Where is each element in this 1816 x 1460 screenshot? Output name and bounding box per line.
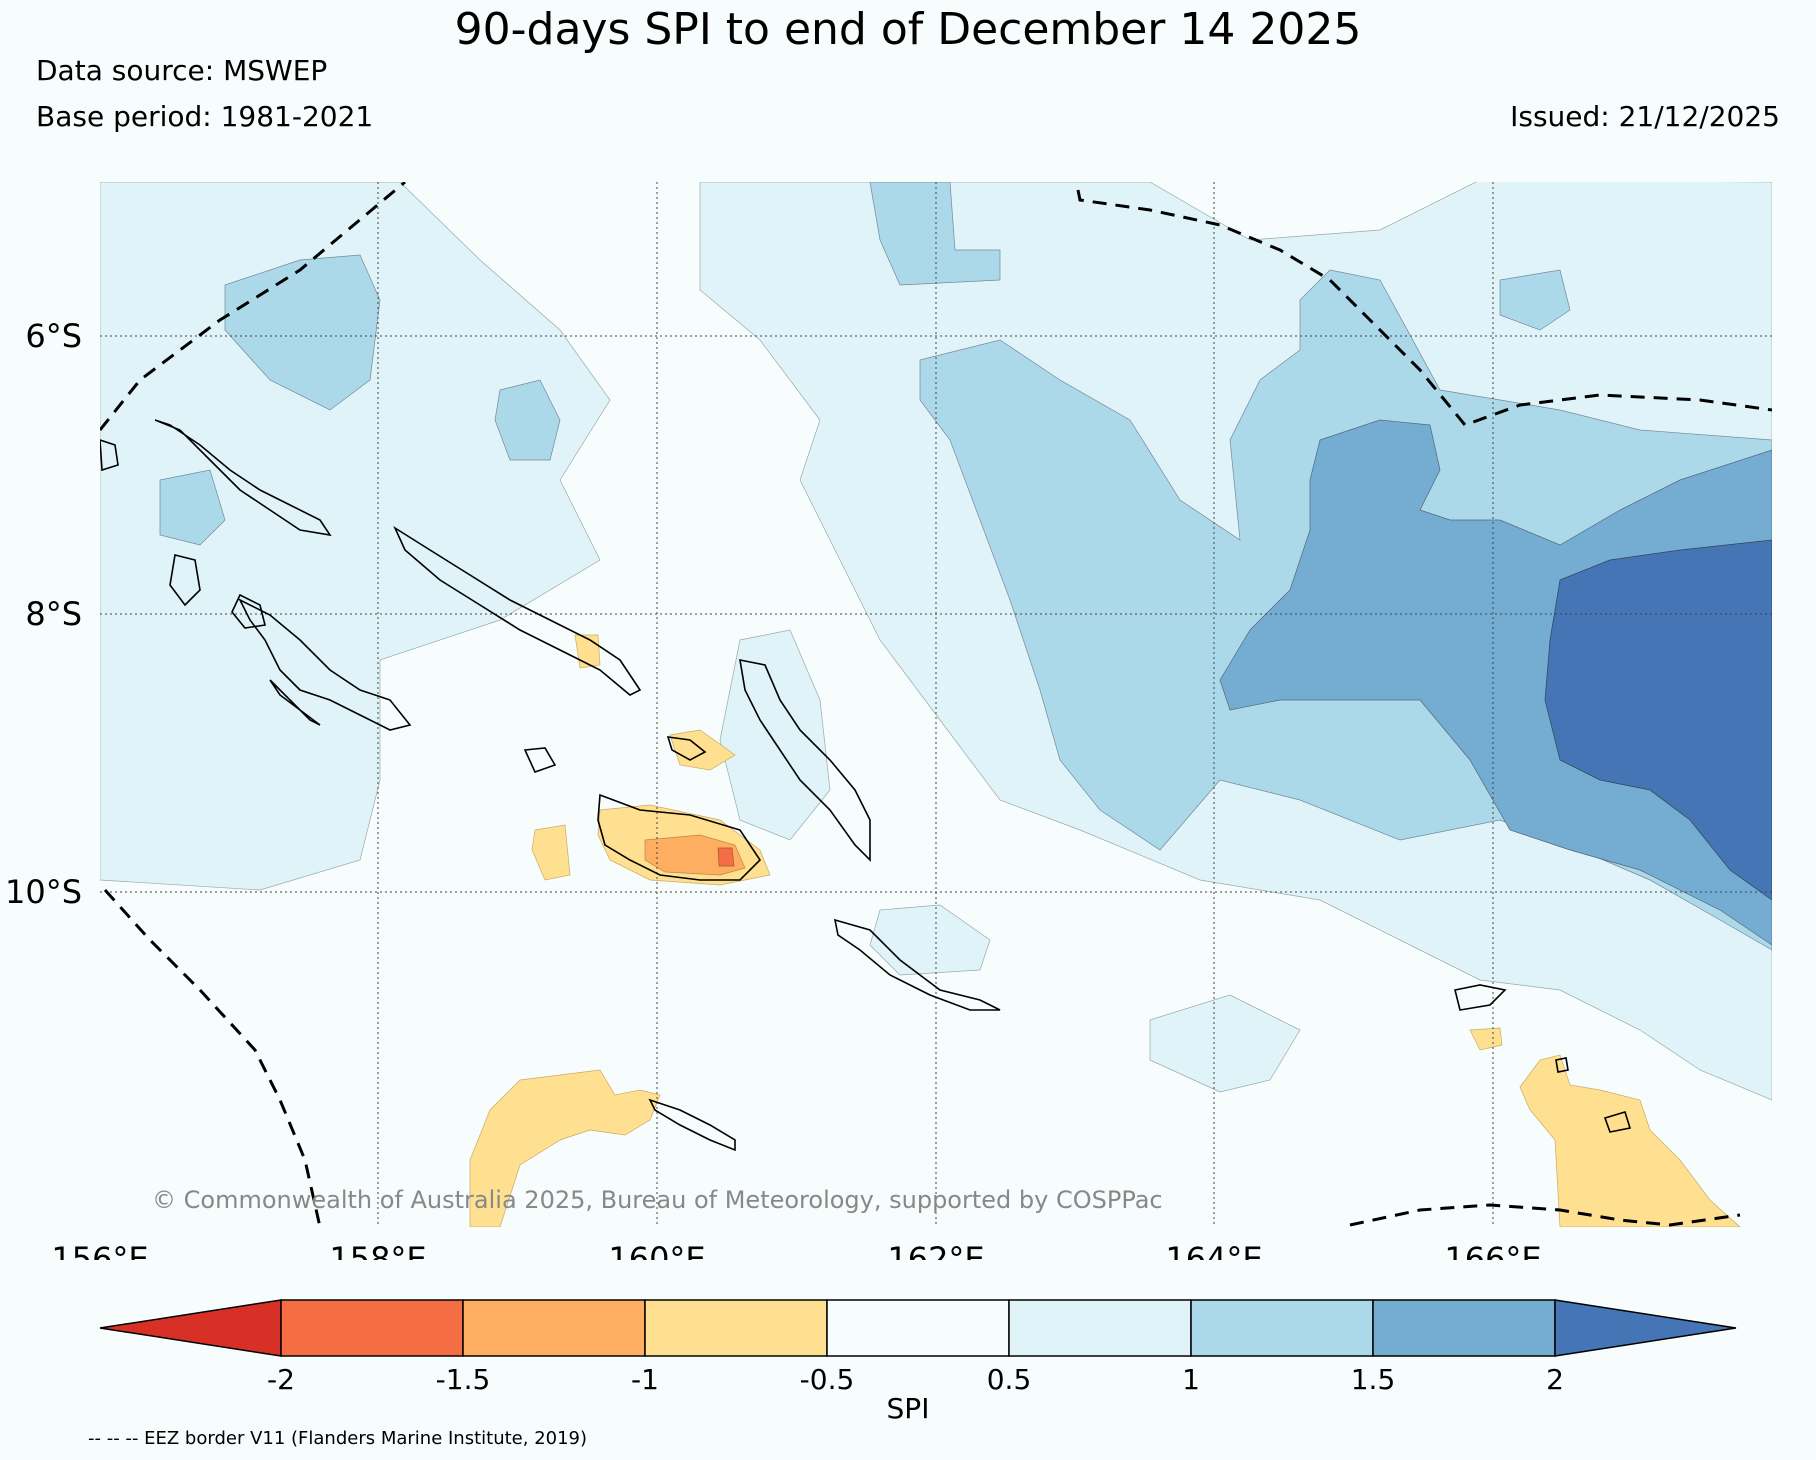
colorbar-label: SPI	[886, 1392, 930, 1425]
colorbar-extend-high	[1554, 1299, 1737, 1357]
island-outline	[393, 525, 642, 696]
lon-label-166e: 166°E	[1444, 1240, 1541, 1260]
eez-border	[100, 182, 406, 431]
spi-contour-medium-blue	[869, 182, 1001, 286]
lon-label-156e: 156°E	[51, 1240, 148, 1260]
issued-date-label: Issued: 21/12/2025	[1510, 100, 1780, 133]
graticule	[100, 182, 1772, 1227]
island-outline	[648, 1098, 736, 1152]
colorbar-segment	[462, 1299, 646, 1357]
colorbar-segment	[1372, 1299, 1556, 1357]
lat-label-10s: 10°S	[5, 873, 82, 911]
island-outline	[739, 658, 871, 862]
eez-border-note: -- -- -- EEZ border V11 (Flanders Marine…	[88, 1428, 588, 1449]
spi-contour-light-blue	[100, 182, 611, 891]
island-outline	[231, 593, 266, 629]
island-outline	[269, 679, 321, 726]
spi-contour-medium-blue	[159, 469, 226, 546]
colorbar-tick-label: 0.5	[987, 1363, 1032, 1390]
colorbar-segment	[1008, 1299, 1192, 1357]
island-outline	[523, 747, 557, 773]
colorbar-segment	[280, 1299, 464, 1357]
colorbar-tick-label: 2	[1546, 1363, 1564, 1390]
lat-label-8s: 8°S	[25, 595, 82, 633]
island-outline	[100, 439, 119, 472]
spi-contour-yellow	[469, 1069, 661, 1227]
spi-colorbar: -2 -1.5 -1 -0.5 0.5 1 1.5 2	[99, 1299, 1737, 1390]
spi-contour-medium-blue	[1499, 269, 1571, 331]
base-period-label: Base period: 1981-2021	[36, 100, 374, 133]
spi-map: 6°S 8°S 10°S 156°E 158°E 160°E 162°E 164…	[5, 182, 1772, 1260]
copyright-notice: © Commonwealth of Australia 2025, Bureau…	[152, 1186, 1163, 1214]
spi-contour-light-blue	[1149, 994, 1301, 1093]
colorbar-tick-label: -1.5	[436, 1363, 491, 1390]
lon-label-164e: 164°E	[1165, 1240, 1262, 1260]
colorbar-extend-low	[99, 1299, 282, 1357]
colorbar-tick-label: 1.5	[1351, 1363, 1396, 1390]
spi-contour-yellow	[1519, 1054, 1741, 1227]
colorbar-segment	[644, 1299, 828, 1357]
eez-border	[1349, 1203, 1741, 1227]
map-title: 90-days SPI to end of December 14 2025	[454, 4, 1362, 55]
eez-border	[1076, 189, 1772, 427]
island-outline	[597, 793, 762, 881]
eez-border	[103, 888, 322, 1227]
island-outline	[666, 736, 707, 761]
data-source-label: Data source: MSWEP	[36, 54, 328, 87]
spi-contour-red	[717, 847, 735, 867]
colorbar-tick-label: -2	[267, 1363, 295, 1390]
colorbar-tick-label: -0.5	[800, 1363, 855, 1390]
island-outline	[169, 554, 201, 607]
island-outline	[154, 419, 332, 537]
land-outlines	[100, 419, 1632, 1152]
spi-contour-dark-blue	[1219, 419, 1772, 946]
spi-contour-deepest-blue	[1544, 539, 1772, 901]
spi-contour-yellow	[531, 824, 571, 881]
spi-contour-medium-blue	[494, 379, 561, 461]
colorbar-segment	[1190, 1299, 1374, 1357]
island-outline	[238, 598, 412, 731]
lon-label-162e: 162°E	[887, 1240, 984, 1260]
lon-label-160e: 160°E	[608, 1240, 705, 1260]
island-outline	[1454, 984, 1507, 1011]
lat-label-6s: 6°S	[25, 317, 82, 355]
spi-contour-yellow	[1469, 1027, 1503, 1051]
lon-label-158e: 158°E	[329, 1240, 426, 1260]
colorbar-segment	[826, 1299, 1010, 1357]
colorbar-tick-label: 1	[1182, 1363, 1200, 1390]
colorbar-tick-label: -1	[631, 1363, 659, 1390]
island-outline	[1603, 1111, 1632, 1133]
island-outline	[1555, 1057, 1569, 1073]
eez-borders	[100, 182, 1772, 1227]
island-outline	[833, 918, 1001, 1011]
spi-contour-light-blue	[869, 904, 991, 976]
